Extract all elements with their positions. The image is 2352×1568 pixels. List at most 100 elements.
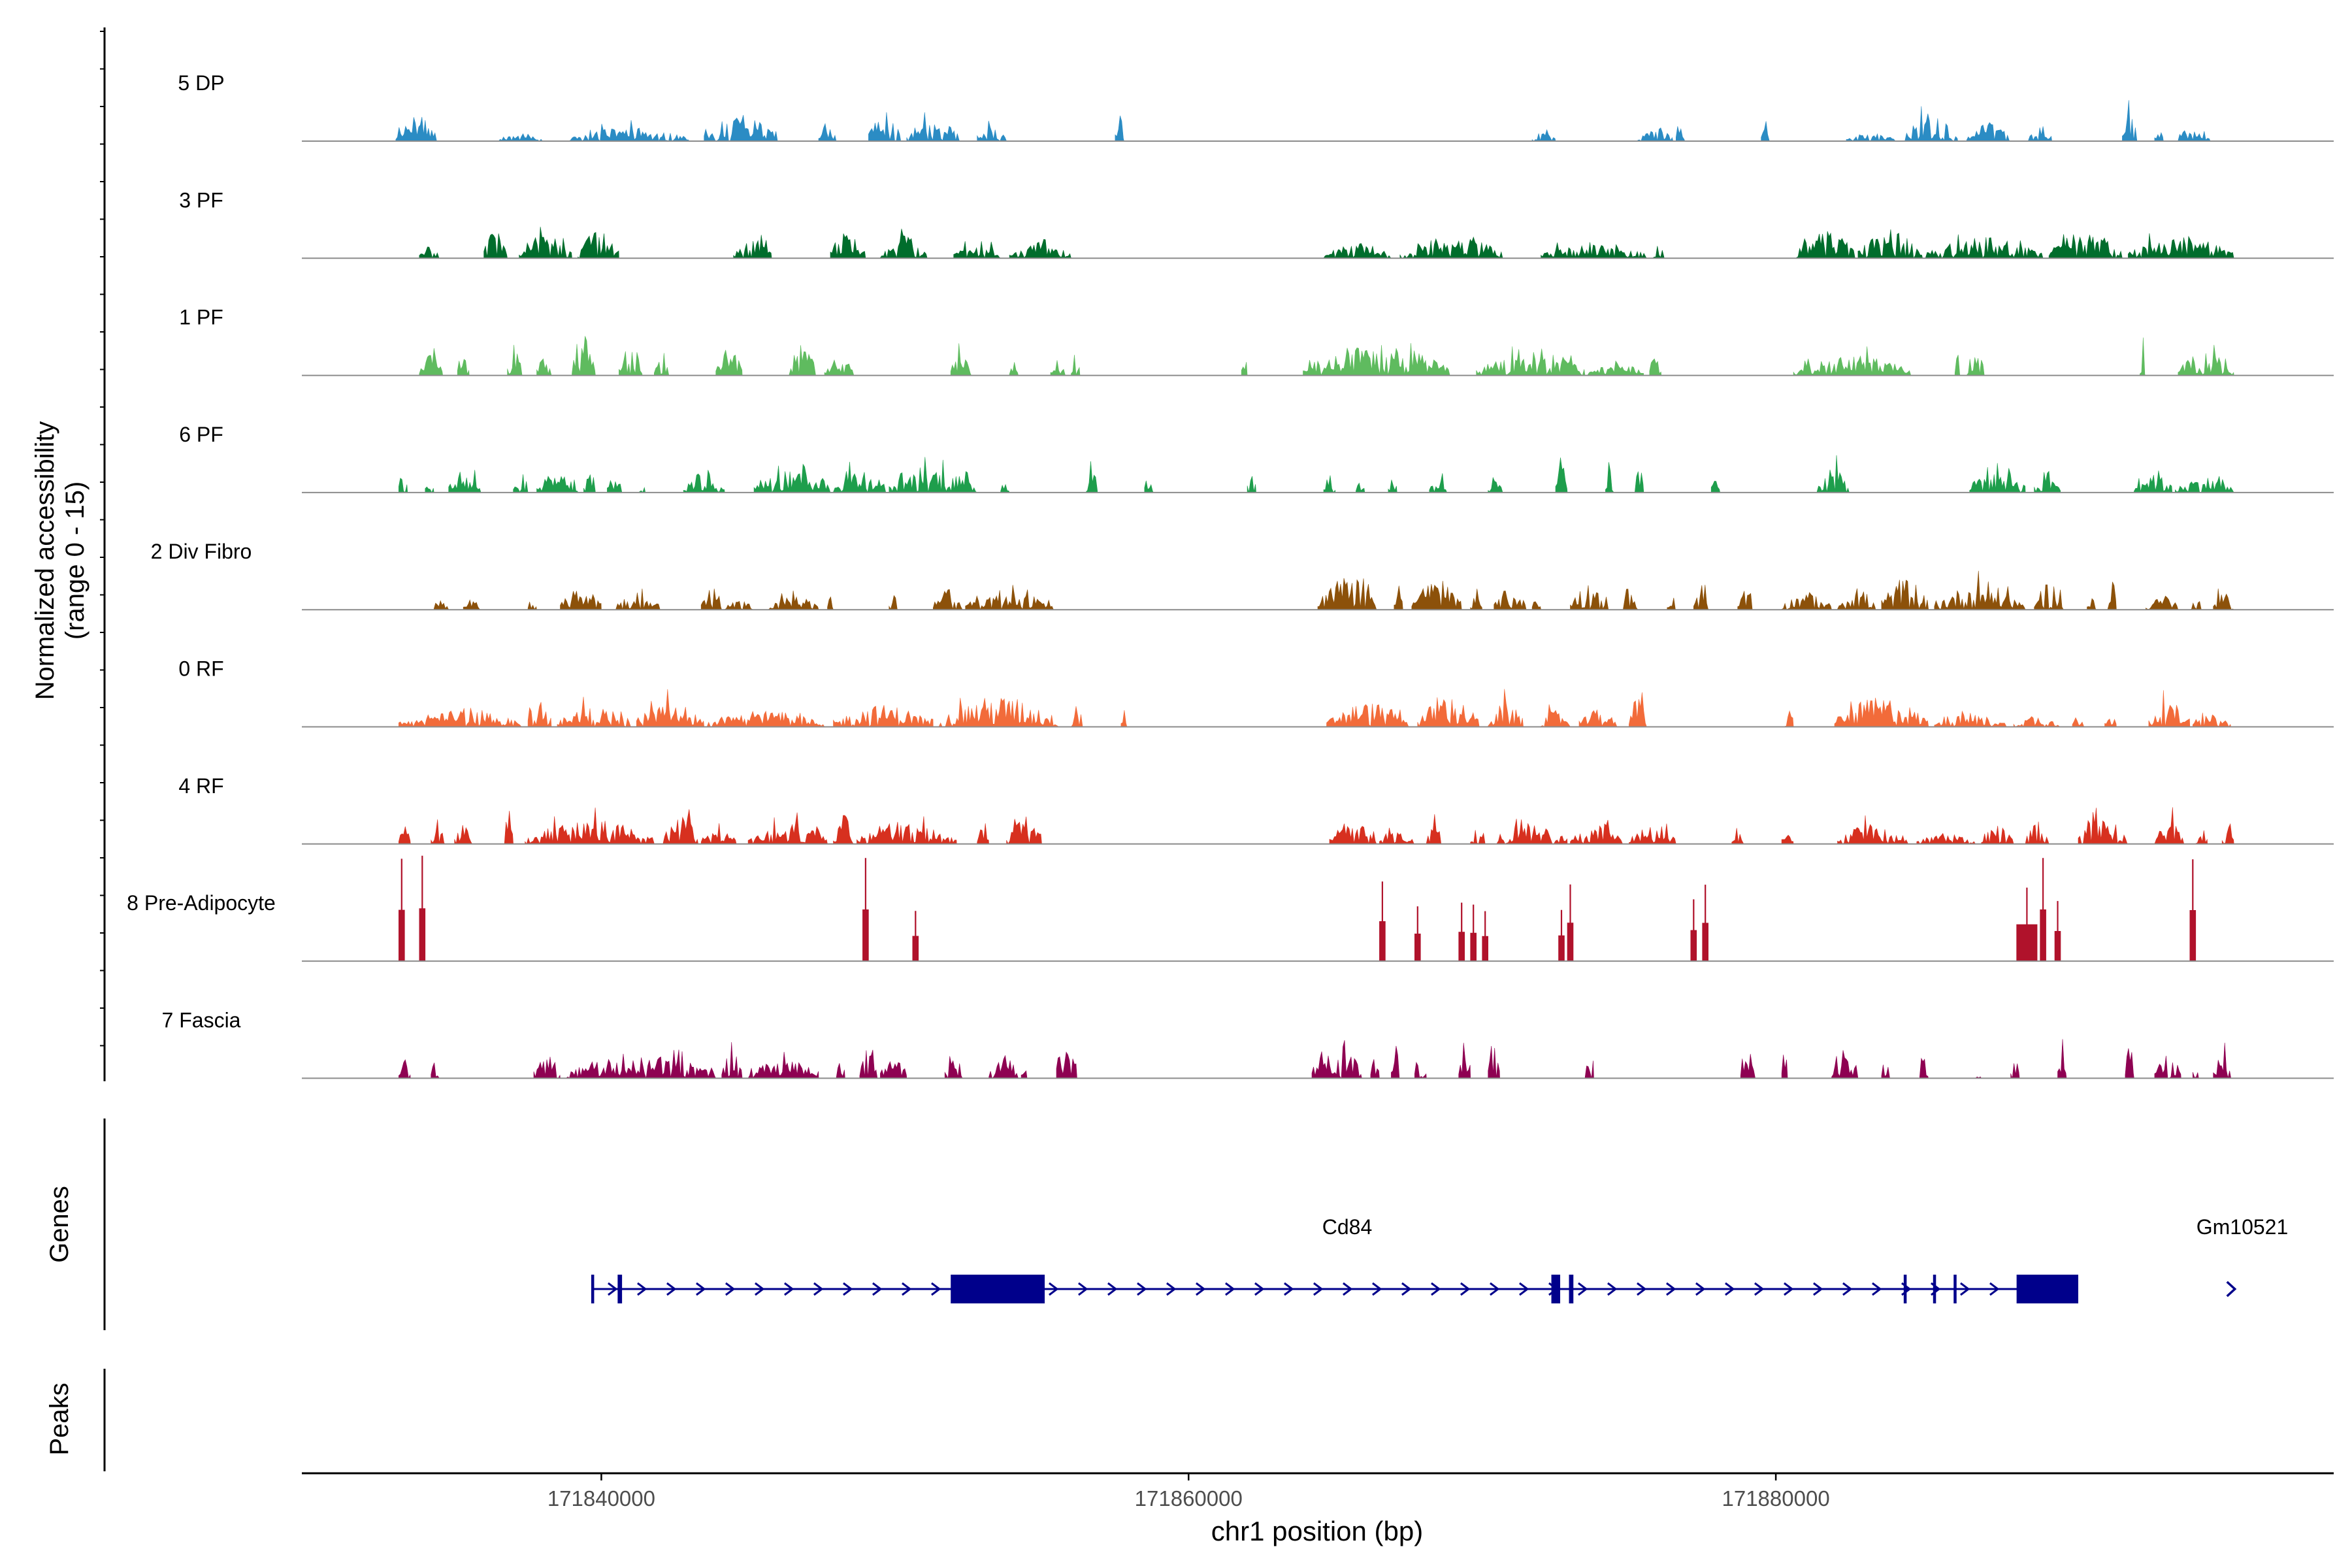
coverage-peak [1356,482,1365,493]
coverage-peak [2195,830,2208,845]
coverage-peak [1391,1045,1401,1079]
peaks-panel-label: Peaks [45,1382,74,1455]
coverage-peak [1009,238,1071,259]
track-2: 1 PF [179,306,2334,376]
coverage-peak [2146,595,2179,610]
coverage-peak [733,235,772,259]
coverage-peak [747,1051,819,1079]
coverage-peak [1323,243,1392,259]
coverage-peak [533,1056,561,1079]
strand-chevron [931,1282,941,1296]
coverage-peak [1816,455,1850,493]
coverage-peak [536,476,578,493]
coverage-peak [1881,1064,1891,1079]
track-label: 4 RF [178,774,223,798]
coverage-peak [419,246,441,259]
coverage-peak [704,115,778,142]
coverage-peak [654,353,670,376]
coverage-peak [1761,121,1771,142]
coverage-peak [944,1056,963,1079]
strand-chevron [902,1282,912,1296]
gene-exon-tick [1933,1275,1936,1303]
coverage-peak [1429,473,1448,493]
strand-chevron [1784,1282,1794,1296]
coverage-peak [1676,126,1686,142]
coverage-peak [1531,129,1556,142]
coverage-peak [868,112,902,142]
strand-chevron [1666,1282,1676,1296]
coverage-peak [1737,591,1753,610]
gene-exon-block [2016,1275,2079,1303]
coverage-peak [1071,355,1081,376]
coverage-peak [953,241,1002,259]
coverage-peak [768,590,819,610]
coverage-peak [1303,343,1450,376]
track-8: 7 Fascia [162,1008,2334,1079]
track-label: 5 DP [178,71,224,95]
coverage-peak [2125,1048,2134,1079]
coverage-peak [830,233,866,259]
coverage-peak [700,588,723,610]
coverage-peak [1629,823,1676,845]
coverage-peak [833,815,855,845]
gene-exon-block [951,1275,1045,1303]
coverage-peak [721,1042,743,1079]
coverage-peak [724,600,755,610]
coverage-peak [1693,585,1709,610]
track-5: 0 RF [178,657,2334,728]
coverage-peak [536,358,552,376]
coverage-peak [2148,690,2191,727]
coverage-peak [1605,462,1615,493]
coverage-peak [1000,483,1010,493]
coverage-peak [827,596,834,610]
track-label: 7 Fascia [162,1008,241,1032]
coverage-peak [525,808,655,845]
coverage-peak [1555,457,1568,493]
strand-chevron [1519,1282,1529,1296]
coverage-peak [2087,598,2097,610]
coverage-peak [706,710,825,727]
strand-chevron [725,1282,736,1296]
strand-chevron [1872,1282,1882,1296]
coverage-peak [2193,712,2232,727]
coverage-peak [636,689,705,727]
coverage-peak [1925,234,2044,259]
coverage-peak [2154,132,2164,142]
coverage-peak [566,1049,717,1079]
coverage-peak [1667,598,1677,610]
coverage-peak [578,232,619,259]
strand-chevron [1107,1282,1118,1296]
coverage-peak [2154,1055,2181,1079]
coverage-peak [1541,242,1647,259]
track-1: 3 PF [179,188,2334,259]
coverage-peak [2140,337,2147,376]
coverage-peak [1781,834,1794,845]
coverage-peak [1881,580,1929,610]
coverage-peak [639,487,646,493]
strand-chevron [843,1282,853,1296]
coverage-peak [859,1049,878,1079]
coverage-peak [425,486,434,493]
y-axis-label-line1: Normalized accessibility [31,421,59,700]
coverage-peak [399,1059,411,1079]
coverage-peak [836,1063,845,1079]
x-axis: 171840000 171860000 171880000 [302,1472,2334,1511]
strand-chevron [1989,1282,2000,1296]
coverage-peak [1476,346,1586,376]
coverage-peak [1329,823,1377,845]
track-4: 2 Div Fibro [151,540,2334,611]
coverage-peak [1379,828,1416,845]
coverage-peak [1588,360,1644,376]
coverage-peak [824,359,855,376]
coverage-peak [1904,106,1959,142]
strand-chevron [1842,1282,1853,1296]
coverage-peak [504,811,514,845]
coverage-peak [912,911,919,962]
coverage-peak [607,480,623,493]
coverage-peak [1781,592,1832,610]
coverage-peak [1570,820,1624,845]
coverage-peak [1241,362,1248,376]
coverage-peak [700,823,737,845]
strand-chevron [1049,1282,1059,1296]
